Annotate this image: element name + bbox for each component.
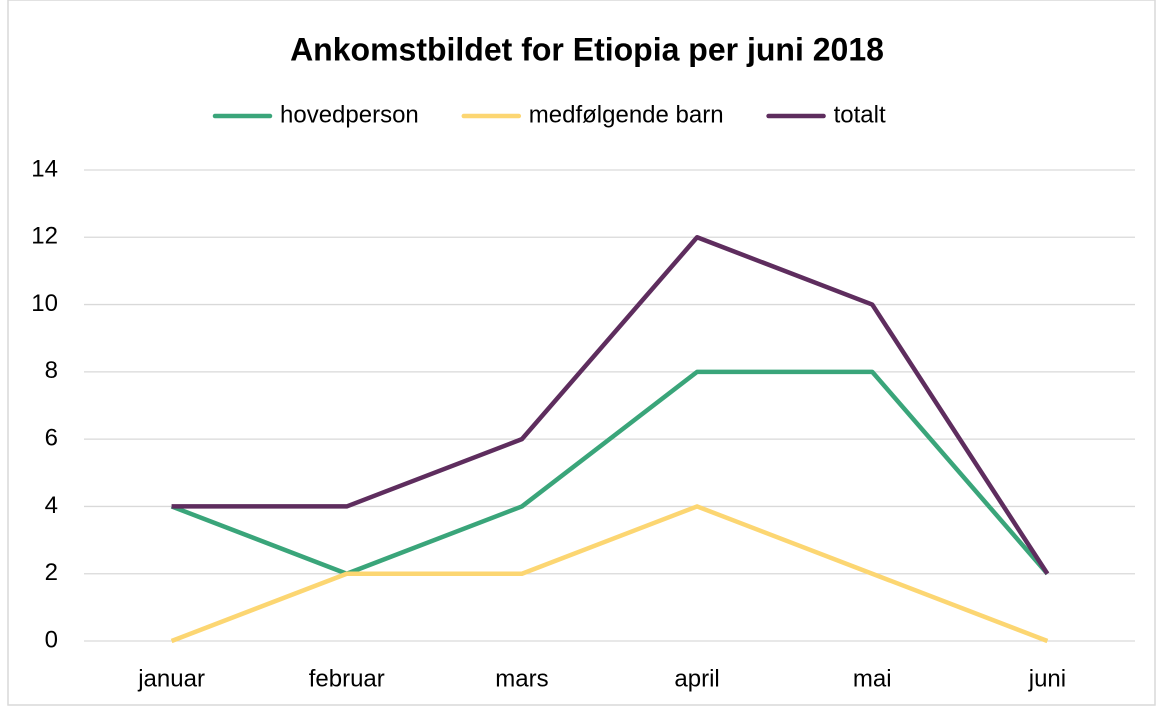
x-tick-label: april — [674, 665, 719, 692]
line-series — [170, 369, 1050, 576]
y-tick-label: 4 — [45, 492, 58, 519]
y-tick-label: 2 — [45, 559, 58, 586]
y-tick-label: 14 — [31, 155, 58, 182]
chart-title: Ankomstbildet for Etiopia per juni 2018 — [290, 31, 884, 67]
y-tick-label: 12 — [31, 223, 58, 250]
legend-label: totalt — [834, 101, 886, 128]
x-tick-label: februar — [309, 665, 385, 692]
y-tick-label: 10 — [31, 290, 58, 317]
y-tick-label: 6 — [45, 424, 58, 451]
x-tick-label: mai — [853, 665, 892, 692]
line-series — [171, 235, 1050, 575]
x-tick-label: mars — [495, 665, 548, 692]
y-tick-label: 0 — [45, 626, 58, 653]
x-tick-label: januar — [137, 665, 205, 692]
legend-label: hovedperson — [280, 101, 419, 128]
line-series — [170, 504, 1049, 644]
y-tick-label: 8 — [45, 357, 58, 384]
x-tick-label: juni — [1028, 665, 1066, 692]
legend-label: medfølgende barn — [529, 101, 724, 128]
chart-border — [7, 0, 1156, 706]
